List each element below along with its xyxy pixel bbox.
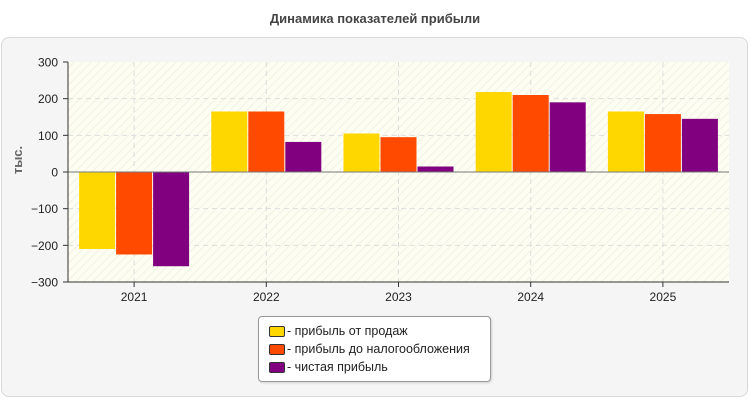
legend-swatch: [269, 361, 285, 373]
x-tick-label: 2024: [517, 290, 544, 304]
legend-item: - прибыль от продаж: [269, 322, 490, 340]
bar: [343, 133, 380, 172]
legend-label: - прибыль до налогообложения: [287, 342, 470, 356]
x-tick-label: 2022: [253, 290, 280, 304]
bar: [153, 172, 190, 267]
bar: [79, 172, 116, 249]
bar: [248, 111, 285, 172]
legend-item: - чистая прибыль: [269, 358, 490, 376]
x-tick-label: 2023: [385, 290, 412, 304]
legend-swatch: [269, 325, 285, 337]
bar: [417, 166, 454, 172]
x-tick-labels: 2021 2022 2023 2024 2025: [121, 282, 677, 304]
y-tick-labels: −300 −200 −100 0 100 200 300: [31, 56, 68, 290]
bar: [681, 118, 718, 172]
y-tick-label: 100: [38, 129, 58, 143]
bar: [644, 114, 681, 172]
legend-label: - прибыль от продаж: [287, 324, 408, 338]
chart-title: Динамика показателей прибыли: [269, 11, 481, 26]
legend-swatch: [269, 343, 285, 355]
x-tick-label: 2021: [121, 290, 148, 304]
bar: [116, 172, 153, 255]
y-tick-label: 0: [51, 166, 58, 180]
legend-item: - прибыль до налогообложения: [269, 340, 490, 358]
bar: [380, 137, 417, 172]
y-tick-label: −300: [31, 276, 58, 290]
bar: [211, 111, 248, 172]
x-tick-label: 2025: [650, 290, 677, 304]
y-axis-label: тыс.: [10, 146, 25, 174]
bar: [549, 102, 586, 172]
y-tick-label: −200: [31, 239, 58, 253]
bar: [512, 95, 549, 172]
bar: [607, 111, 644, 172]
bar: [285, 141, 322, 172]
legend-label: - чистая прибыль: [287, 360, 388, 374]
legend: - прибыль от продаж - прибыль до налогооб…: [258, 316, 491, 382]
y-tick-label: −100: [31, 202, 58, 216]
y-tick-label: 300: [38, 56, 58, 70]
bars-group: [79, 92, 718, 267]
bar: [475, 92, 512, 172]
y-tick-label: 200: [38, 92, 58, 106]
